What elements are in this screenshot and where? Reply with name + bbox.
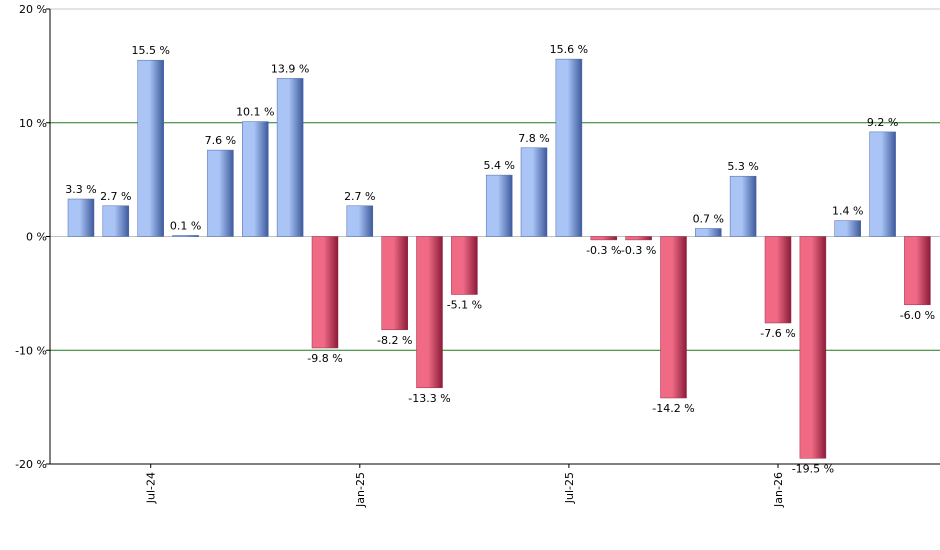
- data-label: 13.9 %: [271, 62, 309, 75]
- bar: [311, 236, 339, 349]
- bars: [67, 58, 931, 459]
- bar: [485, 174, 513, 237]
- data-label: 10.1 %: [236, 106, 274, 119]
- axes: 20 % 10 % 0 % -10 % -20 % Jul-24 Jan-25 Jul-25 J…: [15, 3, 940, 508]
- data-label: 3.3 %: [65, 183, 96, 196]
- data-label: 2.7 %: [100, 190, 131, 203]
- bar: [869, 131, 896, 237]
- bar: [904, 236, 931, 306]
- data-label: -19.5 %: [792, 462, 834, 475]
- bar: [172, 235, 199, 237]
- data-label: -0.3 %: [621, 244, 656, 257]
- data-label: -7.6 %: [760, 327, 795, 340]
- bar: [625, 236, 652, 241]
- bar: [555, 58, 583, 237]
- bar: [416, 236, 443, 389]
- bar: [381, 236, 408, 331]
- y-tick-label: 0 %: [26, 231, 47, 244]
- y-tick-label: 10 %: [19, 117, 47, 130]
- bar: [137, 59, 164, 237]
- data-label: 1.4 %: [832, 205, 863, 218]
- x-tick-label: Jul-24: [145, 472, 158, 504]
- data-label: -6.0 %: [900, 309, 935, 322]
- x-tick-label: Jul-25: [563, 472, 576, 504]
- bar: [67, 198, 95, 237]
- data-label: 7.8 %: [518, 132, 549, 145]
- data-label: -0.3 %: [586, 244, 621, 257]
- bar: [276, 78, 304, 237]
- bar: [590, 236, 618, 241]
- data-label: 15.5 %: [131, 44, 169, 57]
- bar: [764, 236, 792, 324]
- bar: [520, 147, 548, 237]
- bar: [695, 228, 722, 237]
- bar: [102, 205, 130, 237]
- data-label: 15.6 %: [550, 43, 588, 56]
- bar: [242, 121, 269, 237]
- data-label: 5.3 %: [727, 160, 758, 173]
- y-tick-label: 20 %: [19, 3, 47, 16]
- bar: [660, 236, 687, 399]
- data-label: 7.6 %: [205, 134, 236, 147]
- bar: [834, 220, 861, 237]
- data-label: -13.3 %: [408, 392, 450, 405]
- data-label: 5.4 %: [483, 159, 514, 172]
- y-tick-label: -10 %: [15, 344, 47, 357]
- bar: [799, 236, 827, 459]
- y-tick-label: -20 %: [15, 458, 47, 471]
- data-label: 9.2 %: [867, 116, 898, 129]
- bar: [346, 205, 374, 237]
- bar: [207, 149, 234, 237]
- bar: [451, 236, 478, 295]
- x-tick-label: Jan-26: [772, 472, 785, 508]
- x-tick-label: Jan-25: [354, 472, 367, 508]
- data-label: -8.2 %: [377, 334, 412, 347]
- data-label: 2.7 %: [344, 190, 375, 203]
- data-labels: 3.3 % 2.7 % 15.5 % 0.1 % 7.6 % 10.1 % 13.9 % -9…: [65, 43, 935, 475]
- data-label: 0.7 %: [693, 213, 724, 226]
- data-label: 0.1 %: [170, 219, 201, 232]
- data-label: -5.1 %: [447, 299, 482, 312]
- data-label: -14.2 %: [652, 402, 694, 415]
- data-label: -9.8 %: [307, 352, 342, 365]
- bar: [729, 175, 757, 237]
